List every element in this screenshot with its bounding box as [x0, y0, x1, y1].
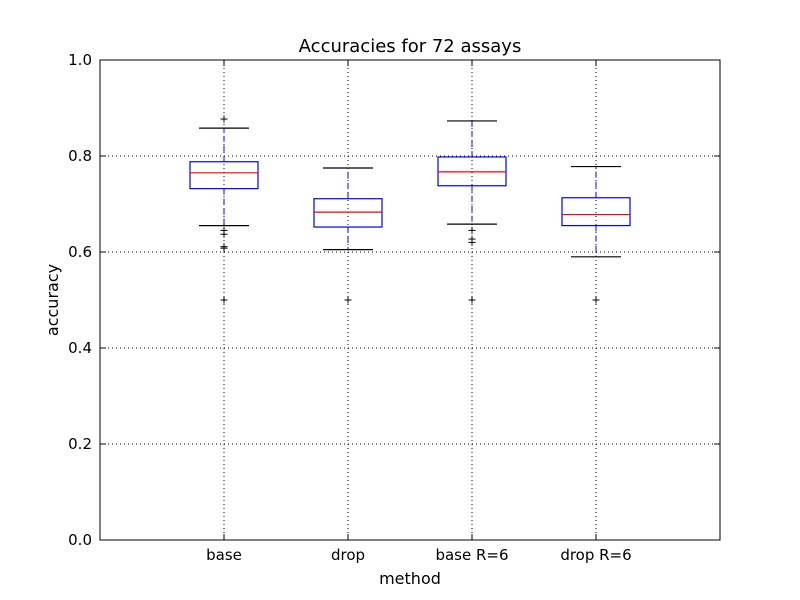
- plot-frame: [99, 59, 721, 541]
- y-tick-label: 0.6: [68, 243, 92, 261]
- iqr-box: [313, 198, 383, 228]
- box-layer: [189, 115, 631, 304]
- outlier-point: [592, 296, 600, 304]
- outlier-point: [468, 238, 476, 246]
- y-tick-label: 0.4: [68, 339, 92, 357]
- box-group: [313, 167, 383, 304]
- chart-title: Accuracies for 72 assays: [299, 36, 522, 57]
- box-group: [561, 165, 631, 304]
- x-tick-label: base: [206, 546, 242, 564]
- box-group: [189, 115, 259, 304]
- y-tick-label: 0.0: [68, 531, 92, 549]
- y-tick-label: 0.8: [68, 147, 92, 165]
- outlier-point: [220, 244, 228, 252]
- outlier-point: [220, 115, 228, 123]
- y-tick-label: 1.0: [68, 51, 92, 69]
- y-tick-label: 0.2: [68, 435, 92, 453]
- iqr-box: [189, 161, 259, 190]
- box-group: [437, 120, 507, 304]
- grid-layer: [100, 60, 720, 540]
- x-tick-label: base R=6: [435, 546, 508, 564]
- outlier-point: [220, 230, 228, 238]
- outlier-point: [220, 296, 228, 304]
- y-axis-label: accuracy: [43, 264, 62, 336]
- tick-layer: 0.0 0.2 0.4 0.6 0.8 1.0 base drop base R=6 drop R…: [68, 51, 720, 564]
- outlier-point: [344, 296, 352, 304]
- outlier-point: [468, 226, 476, 234]
- x-tick-label: drop: [331, 546, 365, 564]
- x-tick-label: drop R=6: [560, 546, 631, 564]
- outlier-point: [468, 296, 476, 304]
- iqr-box: [561, 197, 631, 227]
- x-axis-label: method: [379, 569, 441, 588]
